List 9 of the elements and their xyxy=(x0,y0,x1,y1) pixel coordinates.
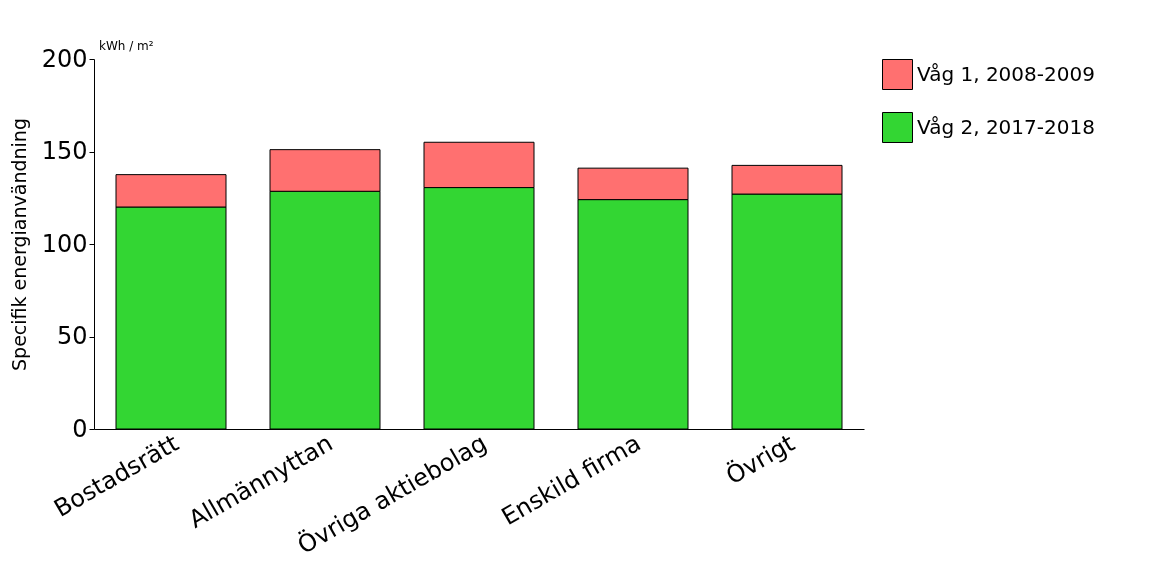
legend-label: Våg 2, 2017-2018 xyxy=(917,114,1095,139)
y-axis-title: Specifik energianvändning xyxy=(7,118,30,371)
y-tick-label: 200 xyxy=(41,44,88,73)
y-tick-label: 150 xyxy=(41,137,88,165)
legend-label: Våg 1, 2008-2009 xyxy=(917,61,1095,86)
y-tick-label: 0 xyxy=(72,414,88,443)
y-tick-label: 50 xyxy=(56,322,88,350)
y-tick-label: 100 xyxy=(41,229,88,258)
text: kWh / m² xyxy=(99,39,154,53)
